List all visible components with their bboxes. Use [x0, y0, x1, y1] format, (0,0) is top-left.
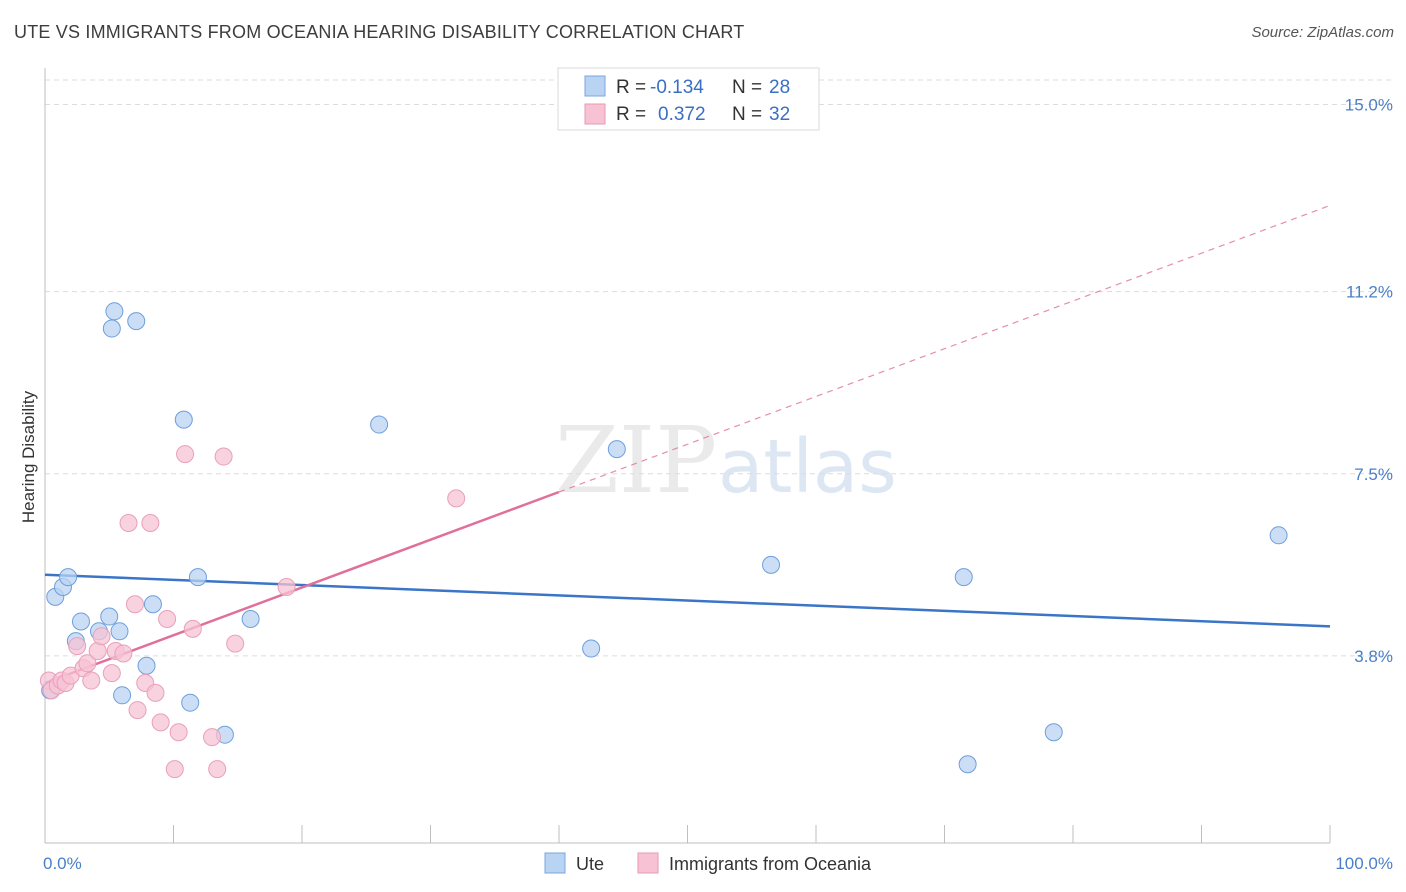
oceania-trend-extension [558, 204, 1331, 493]
oceania-point-16 [125, 595, 144, 614]
ute-point-23 [762, 555, 781, 574]
ute-point-14 [143, 595, 162, 614]
watermark-zip: ZIP [555, 407, 717, 514]
ute-trend-line [44, 573, 1331, 628]
oceania-point-11 [92, 627, 111, 646]
oceania-point-12 [102, 664, 121, 683]
source-credit: Source: ZipAtlas.com [1251, 24, 1394, 41]
ute-point-20 [370, 415, 389, 434]
watermark-atlas: atlas [718, 424, 897, 510]
oceania-point-30 [226, 634, 245, 653]
ute-point-3 [59, 568, 78, 587]
axes [44, 68, 1331, 844]
bottom-legend-label-ute: Ute [576, 854, 604, 874]
ute-point-17 [188, 568, 207, 587]
oceania-point-17 [128, 701, 147, 720]
oceania-point-20 [146, 683, 165, 702]
ute-point-22 [607, 440, 626, 459]
x-tick-label-0: 0.0% [43, 854, 82, 873]
ute-point-10 [102, 319, 121, 338]
legend-r-label-ute: R = [616, 77, 646, 98]
oceania-point-19 [141, 514, 160, 532]
ute-point-7 [100, 607, 119, 626]
ute-point-21 [582, 639, 601, 658]
oceania-point-8 [78, 654, 97, 673]
legend-n-label-ute: N = [732, 77, 762, 98]
ute-point-11 [110, 622, 129, 641]
oceania-point-10 [88, 642, 107, 660]
oceania-point-29 [214, 447, 233, 466]
bottom-legend: Ute Immigrants from Oceania [544, 852, 872, 874]
oceania-point-31 [277, 578, 296, 596]
oceania-point-23 [165, 760, 184, 779]
legend-n-label-oceania: N = [732, 104, 762, 125]
ute-point-25 [958, 755, 977, 774]
y-tick-label-3: 15.0% [1345, 96, 1393, 115]
ute-point-5 [71, 612, 90, 631]
ute-point-16 [181, 693, 200, 712]
legend-n-value-oceania: 32 [769, 104, 790, 125]
oceania-point-26 [183, 619, 202, 638]
y-tick-label-1: 7.5% [1354, 465, 1393, 484]
ute-point-27 [1269, 526, 1288, 545]
ute-point-26 [1044, 723, 1063, 742]
tick-labels: 3.8% 7.5% 11.2% 15.0% 0.0% 100.0% [43, 96, 1393, 873]
oceania-point-22 [158, 610, 177, 628]
oceania-point-14 [114, 644, 133, 663]
legend-swatch-oceania [584, 103, 606, 125]
trend-lines [44, 204, 1331, 685]
oceania-point-28 [208, 760, 227, 779]
legend-r-label-oceania: R = [616, 104, 646, 125]
data-points [39, 302, 1288, 779]
oceania-point-15 [119, 514, 138, 532]
x-tick-label-1: 100.0% [1335, 854, 1393, 873]
y-axis-title: Hearing Disability [19, 390, 38, 523]
oceania-point-6 [68, 637, 87, 656]
y-tick-label-2: 11.2% [1346, 283, 1393, 302]
oceania-point-21 [151, 713, 170, 732]
bottom-legend-swatch-ute [544, 852, 566, 874]
legend-n-value-ute: 28 [769, 77, 790, 98]
ute-point-8 [105, 302, 124, 321]
ute-point-9 [113, 686, 132, 705]
oceania-point-32 [447, 489, 466, 508]
top-legend: R = -0.134 N = 28 R = 0.372 N = 32 [557, 67, 820, 131]
y-tick-label-0: 3.8% [1354, 647, 1393, 666]
oceania-point-25 [176, 445, 195, 464]
bottom-legend-swatch-oceania [637, 852, 659, 874]
legend-r-value-oceania: 0.372 [658, 104, 706, 125]
oceania-point-27 [203, 728, 222, 747]
bottom-legend-label-oceania: Immigrants from Oceania [669, 854, 872, 874]
ute-point-12 [127, 312, 146, 331]
chart-title: UTE VS IMMIGRANTS FROM OCEANIA HEARING D… [14, 22, 745, 42]
ute-point-19 [241, 610, 260, 628]
legend-r-value-ute: -0.134 [650, 77, 704, 98]
ute-point-15 [174, 410, 193, 429]
oceania-point-24 [169, 723, 188, 742]
gridlines [45, 79, 1395, 657]
ute-point-24 [954, 568, 973, 587]
ute-point-13 [137, 656, 156, 675]
oceania-point-9 [82, 671, 101, 690]
legend-swatch-ute [584, 75, 606, 97]
